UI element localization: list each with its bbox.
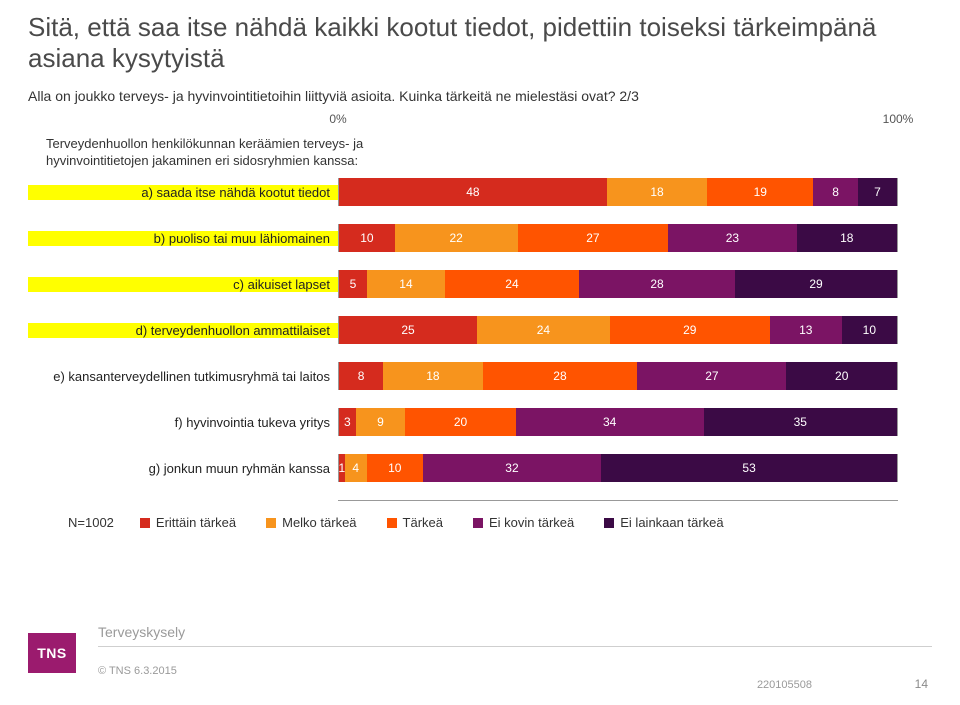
bar-segment: 18	[607, 178, 707, 206]
stacked-bar: 48181987	[338, 178, 898, 206]
n-label: N=1002	[68, 515, 114, 530]
copyright: © TNS 6.3.2015	[98, 665, 177, 677]
bar-segment: 22	[395, 224, 518, 252]
legend-label: Melko tärkeä	[282, 515, 356, 530]
legend-item: Ei lainkaan tärkeä	[604, 515, 723, 530]
row-label: d) terveydenhuollon ammattilaiset	[28, 323, 338, 338]
legend-label: Erittäin tärkeä	[156, 515, 236, 530]
bar-segment: 8	[813, 178, 858, 206]
bar-segment: 35	[704, 408, 897, 436]
bar-segment: 27	[518, 224, 669, 252]
row-label: e) kansanterveydellinen tutkimusryhmä ta…	[28, 369, 338, 384]
group-heading: Terveydenhuollon henkilökunnan keräämien…	[46, 136, 376, 170]
x-axis-labels: 0% 100%	[338, 112, 898, 130]
axis-min: 0%	[329, 112, 346, 126]
doc-number: 220105508	[757, 679, 812, 691]
legend-item: Tärkeä	[387, 515, 443, 530]
bar-segment: 18	[797, 224, 897, 252]
bar-rows: a) saada itse nähdä kootut tiedot4818198…	[28, 178, 932, 482]
row-label: f) hyvinvointia tukeva yritys	[28, 415, 338, 430]
legend: N=1002 Erittäin tärkeä Melko tärkeä Tärkeä…	[68, 515, 932, 530]
legend-item: Ei kovin tärkeä	[473, 515, 574, 530]
stacked-bar: 14103253	[338, 454, 898, 482]
bar-segment: 20	[786, 362, 896, 390]
row-label: g) jonkun muun ryhmän kanssa	[28, 461, 338, 476]
legend-swatch	[604, 518, 614, 528]
axis-line	[338, 500, 898, 501]
axis-max: 100%	[883, 112, 914, 126]
legend-label: Ei kovin tärkeä	[489, 515, 574, 530]
tns-logo: TNS	[28, 633, 76, 673]
bar-segment: 13	[770, 316, 842, 344]
stacked-bar: 2524291310	[338, 316, 898, 344]
bar-segment: 7	[858, 178, 897, 206]
bar-segment: 23	[668, 224, 796, 252]
legend-label: Ei lainkaan tärkeä	[620, 515, 723, 530]
legend-label: Tärkeä	[403, 515, 443, 530]
bar-row: g) jonkun muun ryhmän kanssa14103253	[28, 454, 932, 482]
row-label: b) puoliso tai muu lähiomainen	[28, 231, 338, 246]
bar-segment: 29	[735, 270, 897, 298]
legend-swatch	[266, 518, 276, 528]
bar-row: f) hyvinvointia tukeva yritys39203435	[28, 408, 932, 436]
bar-row: b) puoliso tai muu lähiomainen1022272318	[28, 224, 932, 252]
legend-swatch	[387, 518, 397, 528]
bar-segment: 9	[356, 408, 406, 436]
bar-segment: 28	[483, 362, 638, 390]
row-label: a) saada itse nähdä kootut tiedot	[28, 185, 338, 200]
stacked-bar: 1022272318	[338, 224, 898, 252]
stacked-bar: 818282720	[338, 362, 898, 390]
bar-segment: 29	[610, 316, 770, 344]
bar-segment: 27	[637, 362, 786, 390]
stacked-bar: 39203435	[338, 408, 898, 436]
bar-segment: 4	[345, 454, 367, 482]
bar-segment: 14	[367, 270, 445, 298]
page-number: 14	[915, 677, 928, 691]
legend-item: Erittäin tärkeä	[140, 515, 236, 530]
bar-row: e) kansanterveydellinen tutkimusryhmä ta…	[28, 362, 932, 390]
survey-name: Terveyskysely	[98, 624, 932, 640]
bar-segment: 19	[707, 178, 813, 206]
legend-swatch	[140, 518, 150, 528]
bar-segment: 24	[477, 316, 610, 344]
bar-segment: 18	[383, 362, 482, 390]
bar-row: d) terveydenhuollon ammattilaiset2524291…	[28, 316, 932, 344]
footer: Terveyskysely TNS © TNS 6.3.2015 2201055…	[28, 624, 932, 691]
page-title: Sitä, että saa itse nähdä kaikki kootut …	[28, 12, 932, 73]
bar-row: c) aikuiset lapset514242829	[28, 270, 932, 298]
legend-item: Melko tärkeä	[266, 515, 356, 530]
bar-segment: 53	[601, 454, 897, 482]
bar-segment: 5	[339, 270, 367, 298]
bar-segment: 8	[339, 362, 383, 390]
subtitle: Alla on joukko terveys- ja hyvinvointiti…	[28, 87, 668, 106]
bar-segment: 10	[842, 316, 897, 344]
bar-segment: 20	[405, 408, 515, 436]
bar-segment: 10	[367, 454, 423, 482]
row-label: c) aikuiset lapset	[28, 277, 338, 292]
bar-segment: 28	[579, 270, 735, 298]
legend-swatch	[473, 518, 483, 528]
bar-segment: 25	[339, 316, 477, 344]
stacked-bar: 514242829	[338, 270, 898, 298]
bar-segment: 10	[339, 224, 395, 252]
bar-segment: 34	[516, 408, 704, 436]
chart: 0% 100% Terveydenhuollon henkilökunnan k…	[28, 112, 932, 501]
bar-segment: 3	[339, 408, 356, 436]
bar-row: a) saada itse nähdä kootut tiedot4818198…	[28, 178, 932, 206]
bar-segment: 24	[445, 270, 579, 298]
bar-segment: 48	[339, 178, 607, 206]
bar-segment: 32	[423, 454, 602, 482]
